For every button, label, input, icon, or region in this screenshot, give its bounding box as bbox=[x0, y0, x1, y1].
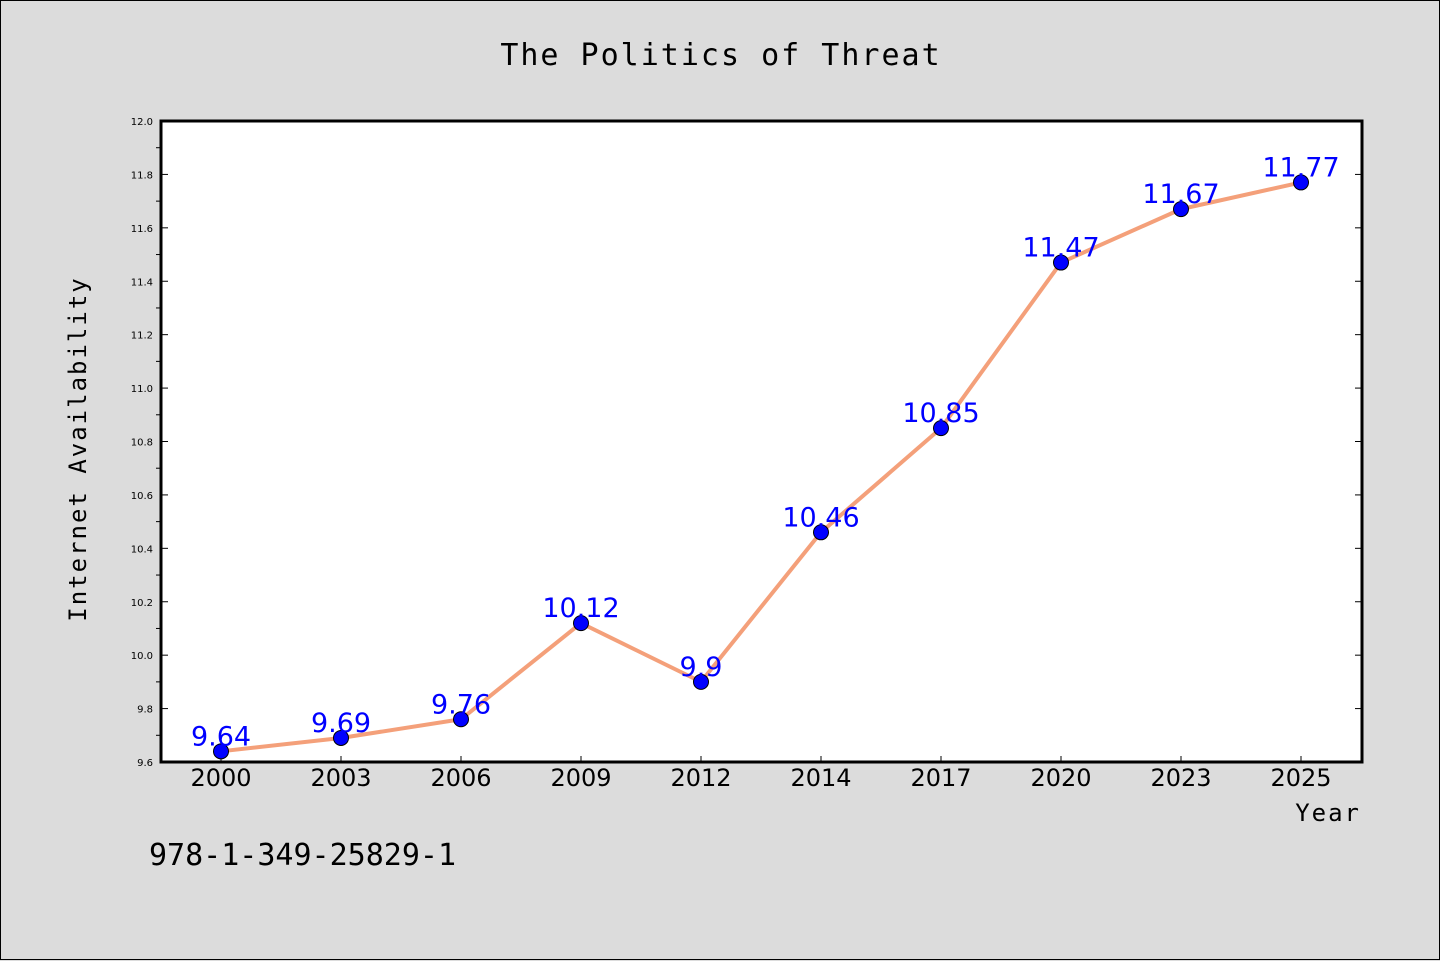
y-tick-label: 11.0 bbox=[131, 384, 153, 395]
data-label: 10.12 bbox=[542, 593, 619, 624]
x-tick-label: 2023 bbox=[1150, 764, 1211, 792]
data-point bbox=[1293, 174, 1309, 191]
data-point bbox=[1053, 254, 1069, 271]
x-tick-label: 2003 bbox=[310, 764, 371, 792]
x-axis: 2000 2003 2006 2009 2012 2014 2017 2020 2023 2025 bbox=[190, 756, 1332, 792]
data-label: 9.76 bbox=[431, 689, 491, 720]
data-point bbox=[1173, 201, 1189, 218]
plot-area bbox=[159, 119, 1364, 764]
data-label: 10.46 bbox=[782, 502, 859, 533]
y-tick-label: 12.0 bbox=[131, 117, 153, 128]
data-label: 11.67 bbox=[1142, 179, 1219, 210]
chart-title: The Politics of Threat bbox=[500, 38, 941, 73]
x-tick-label: 2017 bbox=[910, 764, 971, 792]
x-tick-label: 2014 bbox=[790, 764, 851, 792]
x-tick-label: 2020 bbox=[1030, 764, 1091, 792]
x-tick-label: 2000 bbox=[190, 764, 251, 792]
data-point bbox=[333, 729, 349, 746]
data-point bbox=[573, 615, 589, 632]
y-tick-label: 10.8 bbox=[131, 438, 153, 449]
data-label: 9.64 bbox=[191, 721, 251, 752]
series-line bbox=[220, 180, 1302, 754]
y-axis: 9.6 9.8 10.0 10.2 10.4 10.6 10.8 11.0 11.2 11.4 11… bbox=[131, 117, 1362, 769]
y-tick-label: 11.2 bbox=[131, 331, 153, 342]
x-tick-label: 2025 bbox=[1270, 764, 1331, 792]
y-tick-label: 9.6 bbox=[137, 758, 153, 769]
y-tick-label: 11.8 bbox=[131, 170, 153, 181]
data-point bbox=[813, 524, 829, 541]
data-label: 9.9 bbox=[680, 652, 723, 683]
y-tick-label: 11.4 bbox=[131, 277, 153, 288]
data-label: 11.47 bbox=[1022, 233, 1099, 264]
data-label: 10.85 bbox=[902, 398, 979, 429]
x-axis-label: Year bbox=[1295, 799, 1361, 827]
y-axis-label: Internet Availability bbox=[64, 276, 92, 621]
y-tick-label: 10.4 bbox=[131, 544, 153, 555]
y-tick-label: 9.8 bbox=[137, 705, 153, 716]
isbn-text: 978-1-349-25829-1 bbox=[149, 838, 456, 873]
data-point bbox=[453, 711, 469, 728]
y-tick-label: 10.0 bbox=[131, 651, 153, 662]
y-tick-label: 10.2 bbox=[131, 598, 153, 609]
data-point bbox=[693, 673, 709, 690]
data-point bbox=[933, 420, 949, 437]
x-tick-label: 2006 bbox=[430, 764, 491, 792]
x-tick-label: 2012 bbox=[670, 764, 731, 792]
data-label: 11.77 bbox=[1262, 152, 1339, 183]
data-markers bbox=[213, 174, 1309, 760]
y-tick-label: 10.6 bbox=[131, 491, 153, 502]
x-tick-label: 2009 bbox=[550, 764, 611, 792]
data-point bbox=[213, 743, 229, 760]
data-labels: 9.64 9.69 9.76 10.12 9.9 10.46 10.85 11.47 11.67… bbox=[191, 152, 1340, 752]
data-label: 9.69 bbox=[311, 708, 371, 739]
y-tick-label: 11.6 bbox=[131, 224, 153, 235]
